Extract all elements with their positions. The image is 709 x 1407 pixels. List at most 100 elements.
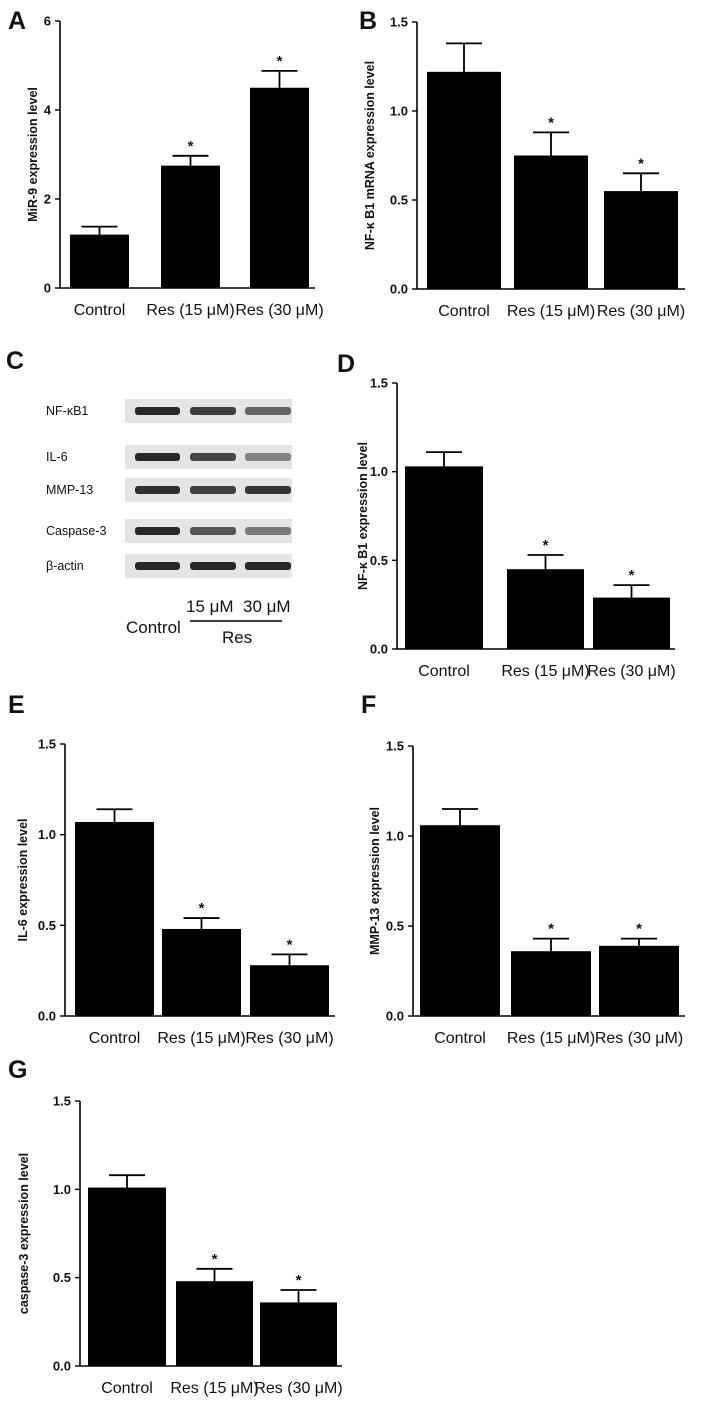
y-axis-label: MiR-9 expression level [26,87,40,222]
significance-marker: * [199,900,205,917]
bar [176,1281,253,1366]
panel-label-f: F [361,691,376,719]
category-label: Control [418,663,470,680]
bar [161,165,220,288]
y-tick-label: 0 [44,281,51,296]
panel-d: D 0.0 0.5 1.0 1.5 NF-κ B1 expression level Con… [335,340,709,685]
bar [162,928,241,1016]
y-tick-label: 6 [44,14,51,29]
panel-f: F 0.0 0.5 1.0 1.5 MMP-13 expression level Cont… [355,685,709,1047]
bar [604,191,678,289]
significance-marker: * [277,53,283,70]
lane-label-15um: 15 μM [186,597,234,616]
panel-label-a: A [8,7,26,35]
bar [599,945,679,1016]
bar [75,821,154,1016]
y-tick-label: 0.0 [386,1009,404,1024]
chart-a: A 0 2 4 6 MiR-9 expression level Control * Res (… [8,7,324,319]
significance-marker: * [636,921,642,938]
y-tick-label: 1.5 [38,737,56,752]
category-label: Control [434,1030,486,1047]
panel-label-g: G [8,1056,27,1084]
blot-band [135,527,180,535]
significance-marker: * [548,921,554,938]
y-tick-label: 1.0 [386,829,404,844]
panel-c: C NF-κB1 IL-6 MMP-13 Caspase-3 β-actin Contr… [0,340,330,650]
blot-band [190,486,236,494]
bar [70,234,129,288]
panel-a: A 0 2 4 6 MiR-9 expression level Control * Res (… [0,0,360,330]
bar [250,87,309,288]
bar [260,1302,337,1366]
western-blot: C NF-κB1 IL-6 MMP-13 Caspase-3 β-actin Contr… [6,347,292,647]
blot-band [245,527,291,535]
y-tick-label: 0.5 [53,1270,71,1285]
y-tick-label: 0.0 [370,642,388,657]
blot-band [190,527,236,535]
bar [88,1187,166,1366]
significance-marker: * [287,936,293,953]
blot-band [245,453,291,461]
y-axis-label: NF-κ B1 expression level [356,442,370,590]
blot-band [245,407,291,415]
lane-label-30um: 30 μM [243,597,291,616]
bar [514,155,588,289]
category-label: Res (15 μM) [157,1030,245,1047]
panel-b: B 0.0 0.5 1.0 1.5 NF-κ B1 mRNA expression lev… [355,0,709,330]
significance-marker: * [188,138,194,155]
category-label: Res (15 μM) [507,1030,595,1047]
blot-band [135,407,180,415]
chart-b: B 0.0 0.5 1.0 1.5 NF-κ B1 mRNA expression lev… [359,7,685,320]
blot-band [190,453,236,461]
y-axis-label: IL-6 expression level [16,819,30,942]
category-label: Control [74,302,126,319]
category-label: Res (30 μM) [254,1380,342,1397]
panel-label-b: B [359,7,377,35]
y-tick-label: 1.0 [38,827,56,842]
y-tick-label: 0.0 [53,1359,71,1374]
blot-protein-label: NF-κB1 [46,404,88,418]
y-tick-label: 0.5 [370,553,388,568]
category-label: Res (15 μM) [170,1380,258,1397]
significance-marker: * [638,155,644,172]
blot-band [135,453,180,461]
bar [593,597,670,649]
y-tick-label: 0.0 [38,1009,56,1024]
chart-e: E 0.0 0.5 1.0 1.5 IL-6 expression level Contro… [8,691,335,1047]
chart-d: D 0.0 0.5 1.0 1.5 NF-κ B1 expression level Con… [337,350,676,680]
lane-label-control: Control [126,618,181,637]
significance-marker: * [548,114,554,131]
significance-marker: * [543,537,549,554]
y-tick-label: 1.0 [390,104,408,119]
bar [405,466,483,649]
category-label: Control [101,1380,153,1397]
category-label: Control [438,303,490,320]
y-tick-label: 1.5 [390,15,408,30]
blot-band [135,486,180,494]
y-axis-label: caspase-3 expression level [17,1153,31,1314]
panel-label-c: C [6,347,24,375]
bar [250,965,329,1016]
y-axis-label: NF-κ B1 mRNA expression level [363,61,377,250]
chart-f: F 0.0 0.5 1.0 1.5 MMP-13 expression level Cont… [361,691,685,1047]
panel-e: E 0.0 0.5 1.0 1.5 IL-6 expression level Contro… [0,685,360,1047]
category-label: Res (30 μM) [245,1030,333,1047]
y-tick-label: 0.5 [38,918,56,933]
category-label: Res (15 μM) [507,303,595,320]
category-label: Res (15 μM) [501,663,589,680]
bar [427,71,501,289]
chart-g: G 0.0 0.5 1.0 1.5 caspase-3 expression level C… [8,1056,343,1397]
blot-protein-label: Caspase-3 [46,524,106,538]
y-axis-label: MMP-13 expression level [368,807,382,955]
y-tick-label: 2 [44,192,51,207]
y-tick-label: 1.5 [370,376,388,391]
y-tick-label: 1.5 [53,1094,71,1109]
bar [420,825,500,1016]
y-tick-label: 4 [44,103,52,118]
category-label: Control [89,1030,141,1047]
category-label: Res (15 μM) [146,302,234,319]
category-label: Res (30 μM) [235,302,323,319]
category-label: Res (30 μM) [587,663,675,680]
blot-rows: NF-κB1 IL-6 MMP-13 Caspase-3 β-actin [46,399,292,578]
panel-label-e: E [8,691,25,719]
